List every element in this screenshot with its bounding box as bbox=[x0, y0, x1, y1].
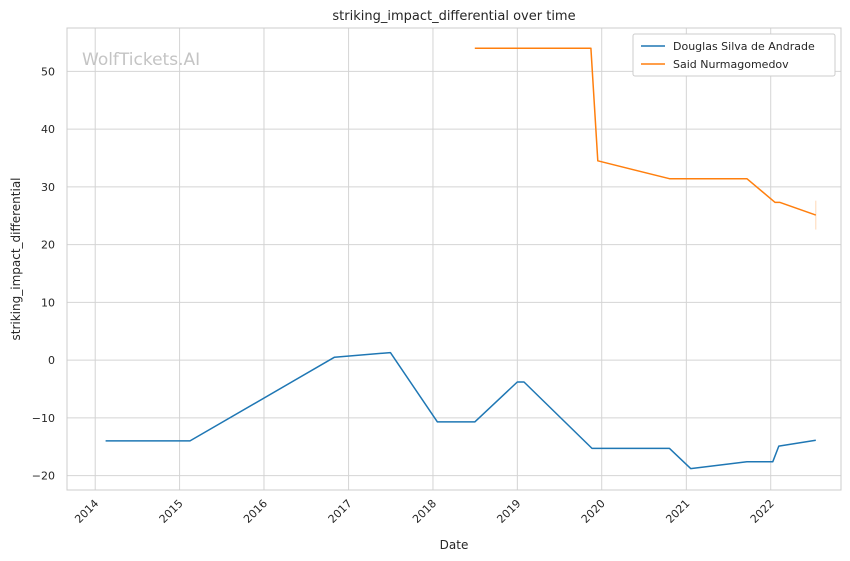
legend: Douglas Silva de Andrade Said Nurmagomed… bbox=[632, 33, 836, 77]
grid-layer bbox=[67, 28, 841, 490]
y-tick-label: 0 bbox=[48, 354, 55, 367]
legend-box bbox=[632, 33, 836, 77]
x-tick-label: 2015 bbox=[157, 497, 186, 526]
chart-title: striking_impact_differential over time bbox=[332, 9, 575, 24]
x-tick-label: 2016 bbox=[241, 497, 270, 526]
tick-layer: −20 −10 0 10 20 30 40 50 2014 2015 2016 2017 2018 201… bbox=[32, 65, 777, 526]
x-tick-label: 2014 bbox=[72, 497, 101, 526]
watermark: WolfTickets.AI bbox=[82, 50, 200, 70]
y-tick-label: 40 bbox=[41, 123, 55, 136]
x-tick-label: 2018 bbox=[410, 497, 439, 526]
x-axis-label: Date bbox=[440, 538, 469, 552]
y-tick-label: −20 bbox=[32, 470, 55, 483]
series-line-0 bbox=[105, 351, 816, 470]
x-tick-label: 2022 bbox=[748, 497, 777, 526]
x-tick-label: 2020 bbox=[579, 497, 608, 526]
x-tick-label: 2021 bbox=[663, 497, 692, 526]
x-tick-label: 2019 bbox=[494, 497, 523, 526]
y-tick-label: 50 bbox=[41, 65, 55, 78]
y-tick-label: 30 bbox=[41, 181, 55, 194]
x-tick-label: 2017 bbox=[326, 497, 355, 526]
y-tick-label: 20 bbox=[41, 239, 55, 252]
y-tick-label: 10 bbox=[41, 296, 55, 309]
y-axis-label: striking_impact_differential bbox=[9, 177, 23, 340]
series-line-1 bbox=[474, 47, 817, 216]
y-tick-label: −10 bbox=[32, 412, 55, 425]
series-layer bbox=[105, 47, 817, 470]
legend-label-douglas: Douglas Silva de Andrade bbox=[673, 40, 815, 53]
legend-label-said: Said Nurmagomedov bbox=[673, 58, 789, 71]
plot-frame bbox=[66, 27, 842, 491]
